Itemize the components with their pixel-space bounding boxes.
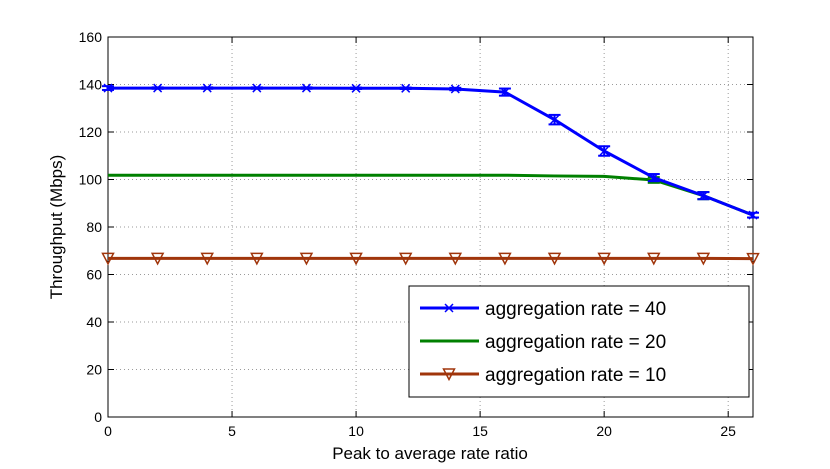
series-line	[108, 86, 754, 217]
x-tick-label: 25	[720, 423, 736, 439]
data-point	[746, 252, 760, 266]
data-point	[696, 252, 711, 266]
data-point	[498, 252, 512, 266]
data-point	[500, 87, 510, 97]
data-point	[351, 83, 361, 93]
x-tick-label: 20	[596, 423, 612, 439]
data-point	[698, 191, 708, 201]
legend-entry: aggregation rate = 40	[420, 299, 666, 320]
y-tick-label: 0	[94, 409, 102, 425]
y-tick-label: 140	[79, 77, 103, 93]
y-tick-label: 80	[86, 219, 102, 235]
data-point	[349, 252, 363, 266]
data-point	[150, 252, 165, 266]
legend-marker	[444, 303, 454, 313]
legend-entry: aggregation rate = 20	[420, 332, 666, 353]
data-point	[252, 83, 262, 93]
data-point	[597, 252, 611, 266]
data-point	[299, 252, 314, 266]
data-point	[200, 252, 214, 266]
legend-entry: aggregation rate = 10	[420, 365, 666, 386]
legend-label: aggregation rate = 40	[485, 299, 666, 320]
x-tick-label: 5	[228, 423, 236, 439]
series-line	[108, 173, 754, 217]
data-point	[450, 84, 460, 94]
data-point	[153, 83, 163, 93]
x-tick-label: 15	[472, 423, 488, 439]
y-tick-label: 40	[86, 314, 102, 330]
data-point	[103, 83, 113, 93]
data-point	[550, 115, 560, 125]
data-point	[547, 252, 562, 266]
series-3	[101, 252, 760, 266]
y-tick-label: 160	[79, 29, 103, 45]
x-axis-label: Peak to average rate ratio	[332, 444, 528, 463]
data-point	[647, 252, 661, 266]
data-point	[398, 252, 413, 266]
data-point	[748, 210, 758, 220]
axis-ticks: 0 5 10 15 20 25 0 20 40 60 80 100 120 140 160	[79, 29, 753, 439]
y-tick-label: 20	[86, 362, 102, 378]
series-1	[102, 83, 759, 220]
x-tick-label: 10	[348, 423, 364, 439]
legend-label: aggregation rate = 10	[485, 365, 666, 386]
series-group	[101, 83, 760, 266]
legend: aggregation rate = 40 aggregation rate = …	[408, 285, 750, 398]
data-point	[250, 252, 264, 266]
x-tick-label: 0	[104, 423, 112, 439]
data-point	[202, 83, 212, 93]
data-point	[401, 83, 411, 93]
y-axis-label: Throughput (Mbps)	[47, 155, 66, 300]
data-point	[599, 146, 609, 156]
data-point	[448, 252, 463, 266]
data-point	[101, 252, 115, 266]
legend-marker	[442, 368, 456, 382]
y-tick-label: 120	[79, 124, 103, 140]
data-point	[649, 173, 659, 183]
data-point	[301, 83, 311, 93]
legend-label: aggregation rate = 20	[485, 332, 666, 353]
y-tick-label: 100	[79, 172, 103, 188]
y-tick-label: 60	[86, 267, 102, 283]
